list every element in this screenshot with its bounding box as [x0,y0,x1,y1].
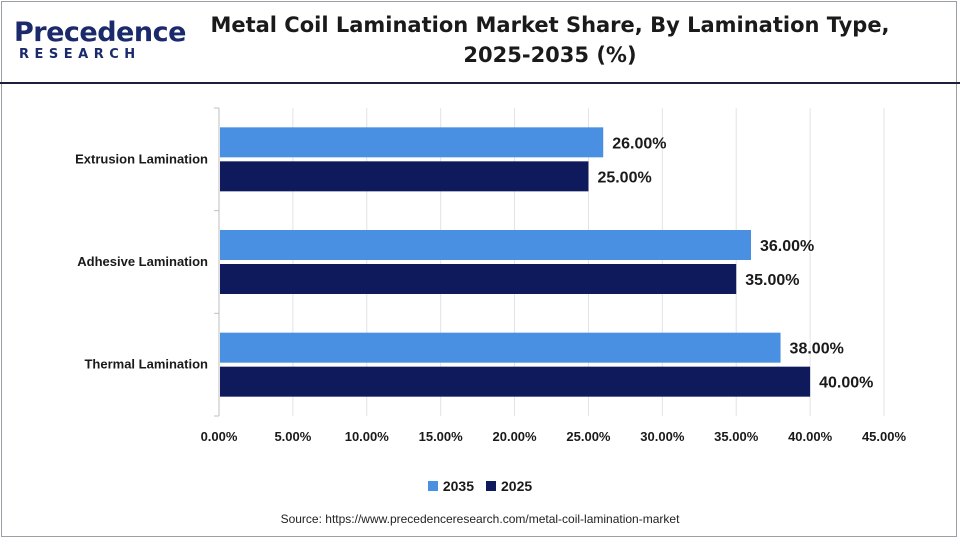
x-tick-label: 35.00% [714,429,759,444]
data-label-2025: 40.00% [819,375,873,392]
legend-label-2025: 2025 [501,478,533,494]
header: Precedence RESEARCH Metal Coil Laminatio… [0,0,960,82]
x-tick-label: 30.00% [640,429,685,444]
x-tick-label: 20.00% [493,429,538,444]
legend-label-2035: 2035 [442,478,474,494]
chart-title-line-2: 2025-2035 (%) [463,43,637,67]
source-note: Source: https://www.precedenceresearch.c… [280,512,680,526]
data-label-2025: 35.00% [745,272,799,289]
x-tick-label: 45.00% [862,429,907,444]
legend-item-2025: 2025 [486,478,532,494]
x-tick-label: 40.00% [788,429,833,444]
data-label-2025: 25.00% [597,169,651,186]
legend-item-2035: 2035 [427,478,474,494]
bar-2025 [220,161,589,192]
x-tick-label: 25.00% [566,429,611,444]
precedence-research-logo: Precedence RESEARCH [14,18,186,64]
category-label: Extrusion Lamination [75,151,208,166]
chart-title-line-1: Metal Coil Lamination Market Share, By L… [210,13,890,37]
category-label: Adhesive Lamination [77,254,208,269]
x-tick-label: 10.00% [345,429,390,444]
data-label-2035: 38.00% [790,341,844,358]
logo-top-text: Precedence [14,17,186,48]
x-tick-label: 0.00% [201,429,238,444]
legend: 2035 2025 [0,478,960,494]
data-label-2035: 36.00% [760,238,814,255]
bar-2035 [220,332,781,363]
legend-swatch-2025 [486,481,496,491]
chart-title: Metal Coil Lamination Market Share, By L… [200,10,900,70]
legend-swatch-2035 [427,481,438,491]
bar-2025 [220,366,811,397]
x-tick-label: 15.00% [419,429,464,444]
category-label: Thermal Lamination [84,357,208,372]
bar-2035 [220,230,751,260]
x-tick-label: 5.00% [274,429,311,444]
header-divider [0,82,960,84]
bar-2025 [220,264,737,294]
data-label-2035: 26.00% [612,135,666,152]
logo-bottom-text: RESEARCH [19,47,141,62]
bar-2035 [220,127,604,158]
